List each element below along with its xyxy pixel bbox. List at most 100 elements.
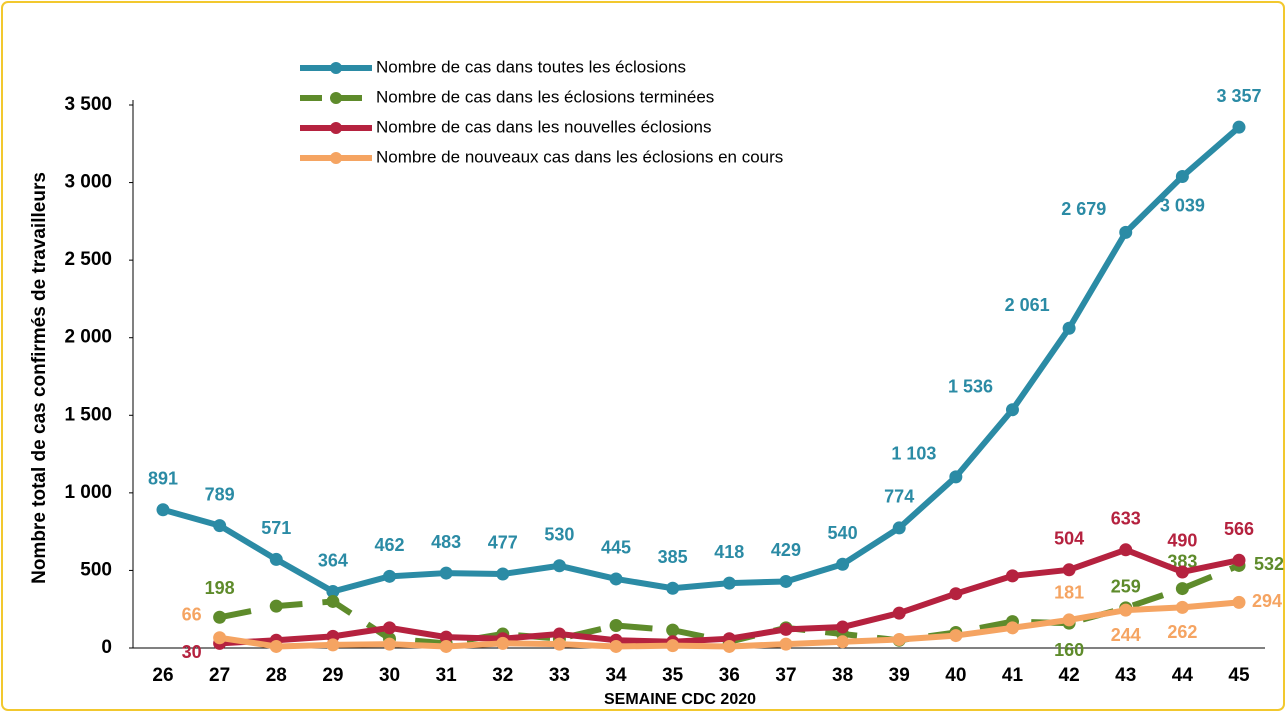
data-point [666, 623, 680, 637]
legend-label: Nombre de cas dans toutes les éclosions [376, 57, 686, 76]
data-label: 429 [771, 540, 801, 560]
data-label: 160 [1054, 640, 1084, 660]
x-tick-label: 33 [549, 665, 570, 686]
data-point [836, 635, 850, 649]
x-tick-label: 29 [322, 665, 343, 686]
data-point [1119, 543, 1133, 557]
data-point [666, 639, 680, 653]
x-tick-label: 41 [1002, 665, 1024, 686]
data-label: 532 [1254, 554, 1284, 574]
x-tick-label: 34 [605, 665, 627, 686]
data-point [1119, 603, 1133, 617]
y-tick-label: 0 [101, 637, 112, 658]
y-tick-label: 3 500 [64, 94, 112, 115]
data-point [1062, 613, 1076, 627]
x-axis-label: SEMAINE CDC 2020 [604, 691, 756, 708]
y-tick-label: 3 000 [64, 172, 112, 193]
x-tick-label: 43 [1115, 665, 1136, 686]
data-point [213, 610, 227, 624]
y-tick-label: 1 000 [64, 482, 112, 503]
data-point [892, 632, 906, 646]
data-point [269, 599, 283, 613]
data-point [609, 619, 623, 633]
data-label: 294 [1252, 591, 1282, 611]
data-label: 30 [182, 642, 202, 662]
data-point [949, 629, 963, 643]
x-tick-label: 36 [719, 665, 740, 686]
y-axis-label: Nombre total de cas confirmés de travail… [29, 172, 50, 584]
legend-label: Nombre de cas dans les éclosions terminé… [376, 87, 714, 106]
data-label: 364 [318, 550, 348, 570]
data-point [439, 639, 453, 653]
data-point [1175, 565, 1189, 579]
data-point [722, 576, 736, 590]
x-tick-label: 28 [266, 665, 287, 686]
data-point [383, 637, 397, 651]
data-label: 789 [205, 484, 235, 504]
series-line [162, 124, 1241, 595]
data-label: 445 [601, 538, 631, 558]
data-point [552, 627, 566, 641]
x-tick-label: 26 [152, 665, 173, 686]
data-label: 262 [1167, 622, 1197, 642]
data-label: 181 [1054, 583, 1084, 603]
data-point [1175, 582, 1189, 596]
data-point [1062, 563, 1076, 577]
x-tick-label: 37 [775, 665, 796, 686]
data-label: 633 [1111, 509, 1141, 529]
data-label: 259 [1111, 577, 1141, 597]
data-label: 3 357 [1216, 86, 1261, 106]
data-label: 2 679 [1061, 199, 1106, 219]
data-point [1119, 225, 1133, 239]
data-label: 504 [1054, 529, 1084, 549]
data-point [213, 519, 227, 533]
data-label: 530 [544, 525, 574, 545]
data-point [722, 639, 736, 653]
data-label: 1 536 [948, 376, 993, 396]
x-tick-label: 31 [436, 665, 458, 686]
data-label: 198 [205, 578, 235, 598]
data-point [269, 552, 283, 566]
data-point [609, 572, 623, 586]
x-tick-label: 39 [889, 665, 910, 686]
legend-marker [330, 92, 342, 104]
data-label: 462 [375, 535, 405, 555]
data-point [892, 521, 906, 535]
data-point [439, 630, 453, 644]
data-point [326, 638, 340, 652]
data-point [1232, 553, 1246, 567]
data-point [892, 606, 906, 620]
x-tick-label: 40 [945, 665, 966, 686]
data-point [552, 559, 566, 573]
y-tick-label: 500 [80, 559, 112, 580]
data-point [156, 503, 170, 517]
data-label: 66 [182, 605, 202, 625]
data-point [779, 637, 793, 651]
data-label: 244 [1111, 625, 1141, 645]
x-tick-label: 30 [379, 665, 400, 686]
data-point [269, 639, 283, 653]
data-label: 1 103 [891, 444, 936, 464]
x-tick-label: 32 [492, 665, 513, 686]
data-point [213, 631, 227, 645]
data-label: 385 [658, 547, 688, 567]
data-point [383, 569, 397, 583]
legend-label: Nombre de cas dans les nouvelles éclosio… [376, 117, 711, 136]
data-label: 418 [714, 542, 744, 562]
data-point [779, 622, 793, 636]
data-point [949, 470, 963, 484]
data-point [1005, 403, 1019, 417]
legend-marker [330, 62, 342, 74]
data-label: 571 [261, 518, 291, 538]
data-point [326, 585, 340, 599]
x-tick-label: 44 [1172, 665, 1194, 686]
data-point [439, 566, 453, 580]
x-tick-label: 27 [209, 665, 230, 686]
x-tick-label: 45 [1228, 665, 1250, 686]
x-tick-label: 38 [832, 665, 853, 686]
data-point [1232, 120, 1246, 134]
legend-label: Nombre de nouveaux cas dans les éclosion… [376, 147, 783, 166]
data-point [609, 639, 623, 653]
